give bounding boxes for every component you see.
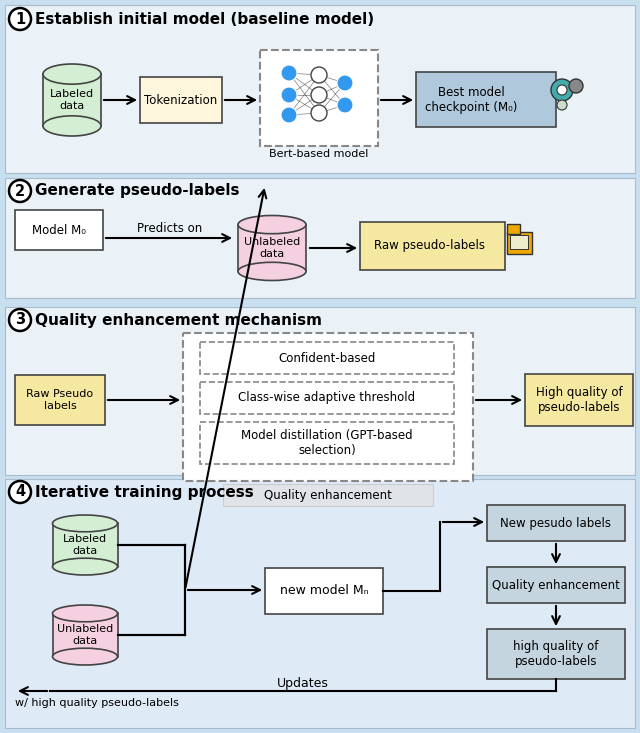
Text: Bert-based model: Bert-based model — [269, 149, 369, 159]
Text: Best model
checkpoint (M₀): Best model checkpoint (M₀) — [425, 86, 517, 114]
Circle shape — [311, 67, 327, 83]
Text: Confident-based: Confident-based — [278, 352, 376, 364]
Bar — [183, 333, 473, 481]
Text: Labeled
data: Labeled data — [50, 89, 94, 111]
Text: Model M₀: Model M₀ — [32, 224, 86, 237]
Text: w/ high quality pseudo-labels: w/ high quality pseudo-labels — [15, 698, 179, 708]
Circle shape — [311, 87, 327, 103]
Bar — [260, 50, 378, 146]
Text: new model Mₙ: new model Mₙ — [280, 584, 368, 597]
Bar — [238, 224, 306, 271]
Bar — [5, 5, 635, 173]
Bar — [265, 568, 383, 614]
Text: 2: 2 — [15, 183, 25, 199]
Text: Establish initial model (baseline model): Establish initial model (baseline model) — [35, 12, 374, 26]
Circle shape — [281, 107, 297, 123]
Bar — [15, 210, 103, 250]
Bar — [200, 342, 454, 374]
Ellipse shape — [52, 559, 118, 575]
Bar — [487, 505, 625, 541]
Bar — [507, 224, 520, 234]
Bar — [5, 178, 635, 298]
Circle shape — [569, 79, 583, 93]
Text: 4: 4 — [15, 485, 25, 499]
Bar — [507, 232, 532, 254]
Text: Updates: Updates — [277, 677, 329, 690]
Text: Tokenization: Tokenization — [145, 94, 218, 106]
Bar — [15, 375, 105, 425]
Bar — [5, 479, 635, 728]
Circle shape — [557, 85, 567, 95]
Ellipse shape — [52, 648, 118, 665]
Circle shape — [311, 105, 327, 121]
Bar — [5, 307, 635, 475]
Bar — [43, 74, 101, 126]
Bar — [140, 77, 222, 123]
Bar — [487, 567, 625, 603]
Bar — [510, 235, 528, 249]
Text: High quality of
pseudo-labels: High quality of pseudo-labels — [536, 386, 622, 414]
Text: Labeled
data: Labeled data — [63, 534, 107, 556]
Bar — [487, 629, 625, 679]
Circle shape — [337, 97, 353, 113]
Text: Quality enhancement mechanism: Quality enhancement mechanism — [35, 312, 322, 328]
Circle shape — [281, 87, 297, 103]
Ellipse shape — [43, 64, 101, 84]
Circle shape — [9, 481, 31, 503]
Bar — [416, 72, 556, 127]
Bar — [52, 614, 118, 657]
Text: New pesudo labels: New pesudo labels — [500, 517, 611, 529]
Circle shape — [337, 75, 353, 91]
Text: Generate pseudo-labels: Generate pseudo-labels — [35, 183, 239, 199]
Text: Quality enhancement: Quality enhancement — [492, 578, 620, 592]
Bar — [360, 222, 505, 270]
Bar — [200, 422, 454, 464]
Text: Unlabeled
data: Unlabeled data — [57, 625, 113, 646]
Ellipse shape — [238, 216, 306, 234]
Circle shape — [9, 309, 31, 331]
Circle shape — [9, 180, 31, 202]
Bar — [200, 382, 454, 414]
Bar — [223, 484, 433, 506]
Circle shape — [9, 8, 31, 30]
Text: Unlabeled
data: Unlabeled data — [244, 237, 300, 259]
Circle shape — [557, 100, 567, 110]
Circle shape — [281, 65, 297, 81]
Text: Raw Pseudo
labels: Raw Pseudo labels — [26, 389, 93, 410]
Text: Class-wise adaptive threshold: Class-wise adaptive threshold — [239, 391, 415, 405]
Text: Predicts on: Predicts on — [138, 221, 203, 235]
Bar — [52, 523, 118, 567]
Text: high quality of
pseudo-labels: high quality of pseudo-labels — [513, 640, 598, 668]
Ellipse shape — [43, 116, 101, 136]
Bar — [525, 374, 633, 426]
Text: Raw pseudo-labels: Raw pseudo-labels — [374, 240, 486, 252]
Text: Model distillation (GPT-based
selection): Model distillation (GPT-based selection) — [241, 429, 413, 457]
Ellipse shape — [238, 262, 306, 281]
Ellipse shape — [52, 605, 118, 622]
Text: Iterative training process: Iterative training process — [35, 485, 253, 499]
Text: 3: 3 — [15, 312, 25, 328]
Text: 1: 1 — [15, 12, 25, 26]
Text: Quality enhancement: Quality enhancement — [264, 490, 392, 503]
Ellipse shape — [52, 515, 118, 532]
Circle shape — [551, 79, 573, 101]
